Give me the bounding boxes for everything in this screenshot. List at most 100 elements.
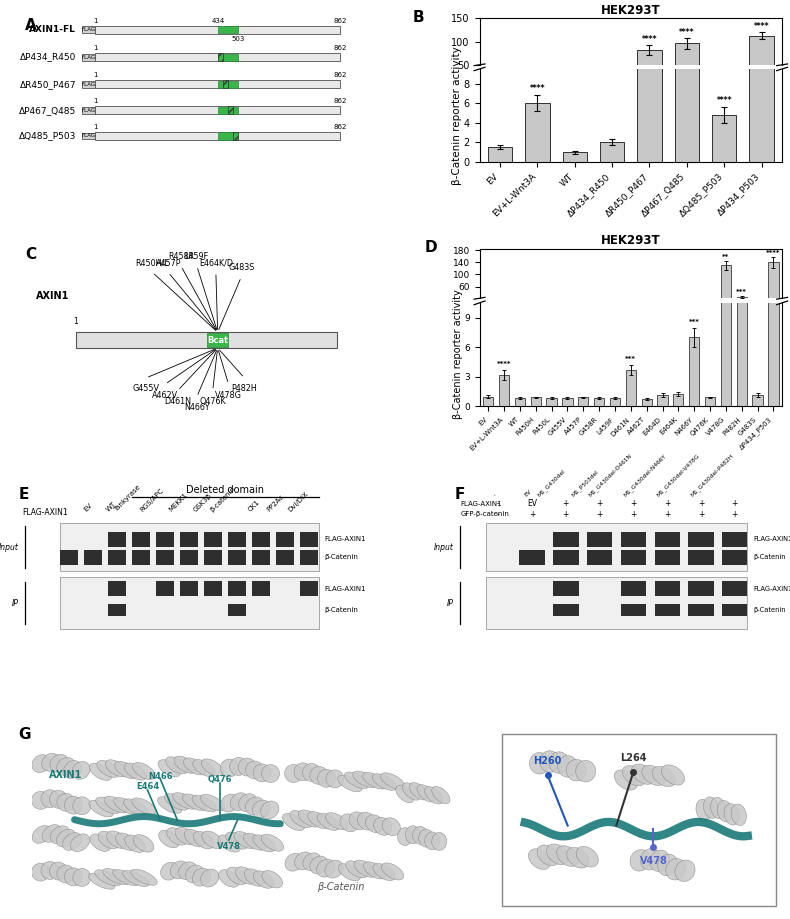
Ellipse shape bbox=[32, 825, 51, 844]
Bar bbox=[553, 604, 578, 616]
Ellipse shape bbox=[294, 763, 312, 781]
Ellipse shape bbox=[529, 849, 551, 869]
Ellipse shape bbox=[325, 770, 344, 788]
Text: 1: 1 bbox=[93, 124, 97, 130]
Ellipse shape bbox=[285, 853, 303, 871]
Bar bbox=[689, 337, 699, 406]
Bar bbox=[228, 550, 246, 564]
Ellipse shape bbox=[41, 861, 59, 879]
Text: A462V: A462V bbox=[152, 391, 178, 400]
Ellipse shape bbox=[122, 870, 149, 887]
Text: Q476: Q476 bbox=[208, 776, 232, 784]
Text: D: D bbox=[425, 240, 438, 255]
Text: β-Catenin: β-Catenin bbox=[754, 554, 786, 561]
Bar bbox=[228, 604, 246, 616]
Bar bbox=[95, 26, 340, 34]
Bar bbox=[655, 604, 680, 616]
Ellipse shape bbox=[63, 761, 82, 778]
Ellipse shape bbox=[173, 792, 197, 810]
Bar bbox=[205, 581, 222, 596]
Bar bbox=[594, 398, 604, 406]
Ellipse shape bbox=[566, 847, 589, 868]
Bar bbox=[180, 531, 198, 547]
Text: ****: **** bbox=[754, 22, 769, 31]
Text: GSK3β: GSK3β bbox=[193, 492, 213, 513]
Ellipse shape bbox=[64, 868, 82, 886]
Ellipse shape bbox=[166, 757, 188, 774]
Bar bbox=[180, 581, 198, 596]
Text: AXIN1: AXIN1 bbox=[49, 770, 82, 780]
Title: HEK293T: HEK293T bbox=[601, 5, 660, 17]
Ellipse shape bbox=[282, 813, 305, 831]
Ellipse shape bbox=[243, 834, 265, 850]
Ellipse shape bbox=[657, 855, 678, 876]
Bar bbox=[621, 531, 646, 547]
Ellipse shape bbox=[73, 868, 91, 887]
Bar bbox=[228, 581, 246, 596]
Bar bbox=[621, 550, 646, 564]
Ellipse shape bbox=[192, 868, 211, 886]
Ellipse shape bbox=[64, 796, 82, 814]
Bar bbox=[519, 550, 545, 564]
Text: β-Catenin: β-Catenin bbox=[325, 607, 359, 613]
Text: 862: 862 bbox=[333, 17, 347, 24]
Bar bbox=[133, 531, 150, 547]
Ellipse shape bbox=[703, 797, 719, 818]
Y-axis label: β-Catenin reporter activity: β-Catenin reporter activity bbox=[452, 46, 462, 185]
Ellipse shape bbox=[41, 789, 59, 808]
Ellipse shape bbox=[73, 797, 91, 815]
Text: -: - bbox=[497, 499, 499, 508]
Text: M1_G430del-V478G: M1_G430del-V478G bbox=[656, 452, 701, 498]
Bar bbox=[156, 531, 175, 547]
Text: Bcat: Bcat bbox=[219, 26, 238, 34]
Bar bbox=[688, 604, 713, 616]
Ellipse shape bbox=[576, 846, 598, 867]
Text: ****: **** bbox=[679, 28, 694, 37]
Text: +: + bbox=[562, 499, 569, 508]
Bar bbox=[108, 531, 126, 547]
Text: FLAG: FLAG bbox=[81, 54, 96, 60]
Ellipse shape bbox=[710, 798, 726, 819]
Text: Dvl/DIX: Dvl/DIX bbox=[287, 490, 309, 513]
Text: M1_G430del-D461N: M1_G430del-D461N bbox=[588, 452, 634, 498]
Ellipse shape bbox=[114, 798, 138, 814]
Text: ΔP434_R450: ΔP434_R450 bbox=[20, 52, 76, 62]
Bar bbox=[553, 531, 578, 547]
Ellipse shape bbox=[57, 865, 75, 883]
Text: Tankyrase: Tankyrase bbox=[112, 483, 141, 513]
Ellipse shape bbox=[42, 754, 60, 771]
Bar bbox=[689, 303, 699, 305]
Text: ΔP467_Q485: ΔP467_Q485 bbox=[19, 106, 76, 115]
Ellipse shape bbox=[547, 844, 569, 865]
Ellipse shape bbox=[234, 832, 257, 848]
Text: ΔR450_P467: ΔR450_P467 bbox=[20, 80, 76, 89]
Text: ***: *** bbox=[736, 289, 747, 295]
Ellipse shape bbox=[164, 794, 189, 811]
Bar bbox=[600, 142, 624, 162]
Ellipse shape bbox=[50, 826, 70, 844]
Bar bbox=[621, 581, 646, 596]
Ellipse shape bbox=[89, 800, 113, 817]
Bar bbox=[547, 398, 557, 406]
Ellipse shape bbox=[50, 754, 68, 772]
Text: ***: *** bbox=[689, 319, 700, 325]
Bar bbox=[626, 304, 636, 305]
Ellipse shape bbox=[253, 764, 271, 782]
Ellipse shape bbox=[167, 828, 187, 845]
Ellipse shape bbox=[417, 785, 435, 802]
Ellipse shape bbox=[50, 790, 67, 809]
Bar bbox=[488, 147, 512, 162]
Text: +: + bbox=[562, 510, 569, 518]
Ellipse shape bbox=[50, 862, 67, 880]
Ellipse shape bbox=[303, 853, 322, 870]
Text: A: A bbox=[25, 18, 37, 33]
Text: -: - bbox=[493, 493, 498, 498]
Ellipse shape bbox=[549, 752, 569, 774]
Bar bbox=[531, 398, 541, 406]
Bar bbox=[61, 550, 78, 564]
Bar bbox=[525, 103, 550, 162]
Ellipse shape bbox=[717, 800, 732, 822]
Bar bbox=[515, 398, 525, 406]
Text: 1: 1 bbox=[93, 45, 97, 51]
Ellipse shape bbox=[631, 764, 655, 784]
